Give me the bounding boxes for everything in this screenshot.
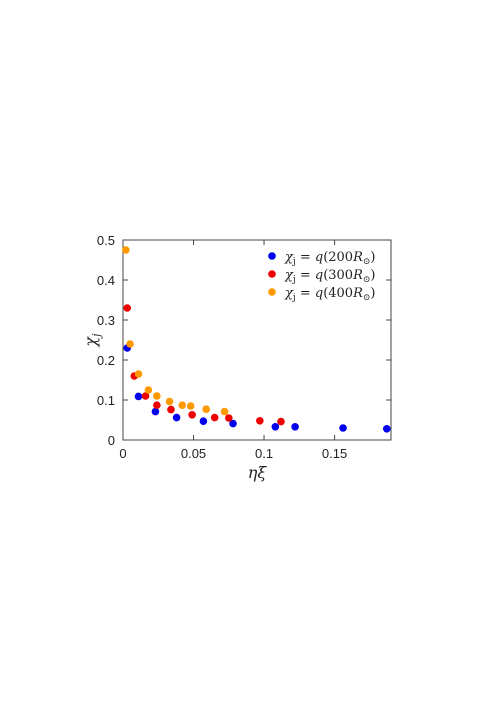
data-point [202, 405, 211, 414]
legend-label-part: ) [370, 286, 375, 301]
legend-label-part: = [296, 250, 315, 265]
data-point [165, 397, 174, 406]
legend-label-part: q [315, 250, 323, 265]
series-2 [122, 246, 229, 416]
data-point [144, 386, 153, 394]
data-point [256, 417, 264, 425]
data-point [220, 407, 229, 416]
series-1 [123, 304, 285, 426]
y-tick-label: 0.3 [97, 313, 115, 328]
legend-label-part: q [315, 268, 323, 283]
legend-label-part: R [352, 286, 363, 301]
legend-label-part: R [352, 250, 363, 265]
data-point [229, 419, 237, 428]
data-point [122, 246, 130, 254]
data-points [122, 246, 391, 433]
legend-label-part: (400 [323, 286, 353, 301]
data-point [224, 414, 233, 422]
data-point [186, 402, 195, 410]
legend-marker [268, 270, 276, 278]
legend-label-part: ) [370, 250, 375, 265]
legend-label: χj = q(400R⊙) [284, 286, 376, 303]
data-point [123, 304, 132, 312]
legend-label: χj = q(300R⊙) [284, 268, 376, 285]
x-tick-label: 0.15 [322, 446, 347, 461]
legend-marker [268, 288, 276, 296]
legend-label-part: (200 [323, 250, 353, 265]
data-point [126, 340, 134, 348]
data-point [153, 392, 161, 400]
legend-label-part: j [292, 257, 296, 267]
data-point [153, 401, 161, 410]
data-point [210, 413, 219, 422]
x-tick-label: 0.05 [181, 446, 206, 461]
data-point [151, 407, 160, 416]
legend-label-part: ⊙ [363, 257, 371, 267]
legend-label-part: ) [370, 268, 375, 283]
data-point [134, 392, 143, 401]
legend-label-part: = [296, 268, 315, 283]
legend-label-part: = [296, 286, 315, 301]
data-point [382, 425, 391, 433]
x-tick-label: 0 [119, 446, 126, 461]
legend-label-part: j [292, 293, 296, 303]
data-point [141, 392, 150, 400]
data-point [178, 401, 187, 410]
axis-ticks [122, 239, 391, 441]
legend: χj = q(200R⊙)χj = q(300R⊙)χj = q(400R⊙) [268, 250, 376, 303]
legend-label-part: χ [284, 286, 294, 301]
legend-label: χj = q(200R⊙) [284, 250, 376, 267]
data-point [188, 411, 196, 419]
y-tick-label: 0 [108, 433, 115, 448]
y-tick-label: 0.5 [97, 233, 115, 248]
series-0 [123, 344, 391, 433]
data-point [339, 424, 347, 432]
tick-labels: 0 0.05 0.1 0.15 0 0.1 0.2 0.3 0.4 0.5 [97, 233, 347, 461]
plot-frame [122, 239, 392, 441]
legend-label-part: ⊙ [363, 275, 371, 285]
y-tick-label: 0.1 [97, 393, 115, 408]
data-point [291, 423, 299, 431]
data-point [134, 370, 143, 378]
y-axis-label: χj [81, 333, 103, 348]
data-point [167, 405, 175, 414]
legend-label-part: q [315, 286, 323, 301]
legend-label-part: χ [284, 250, 294, 265]
legend-label-part: χ [284, 268, 294, 283]
data-point [277, 417, 285, 426]
data-point [172, 413, 181, 422]
legend-marker [268, 252, 276, 260]
y-tick-label: 0.2 [97, 353, 115, 368]
y-axis-label-subscript: j [90, 333, 103, 340]
legend-label-part: (300 [323, 268, 353, 283]
legend-label-part: R [352, 268, 363, 283]
legend-label-part: j [292, 275, 296, 285]
y-axis-label-symbol: χ [81, 336, 100, 348]
y-tick-label: 0.4 [97, 273, 115, 288]
x-tick-label: 0.1 [255, 446, 273, 461]
legend-label-part: ⊙ [363, 293, 371, 303]
data-point [199, 417, 208, 426]
data-point [271, 423, 280, 431]
x-axis-label: ηξ [248, 463, 268, 482]
